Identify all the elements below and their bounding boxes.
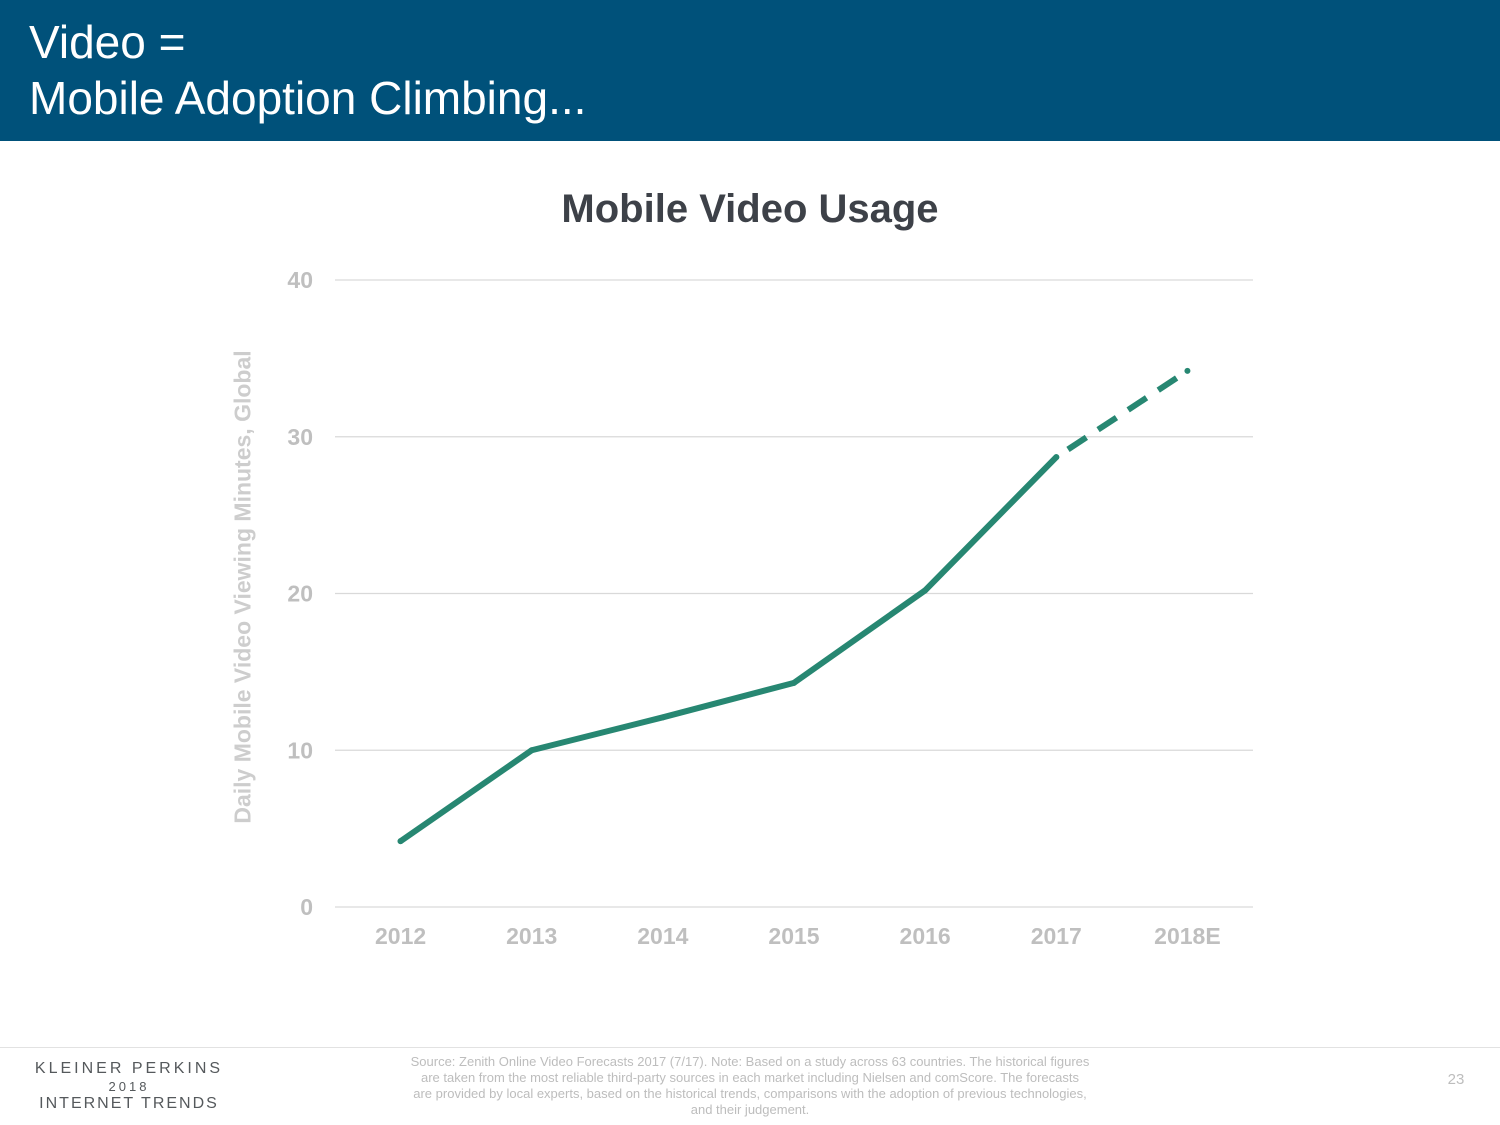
- logo-line-3: INTERNET TRENDS: [39, 1095, 219, 1112]
- x-tick-label: 2018E: [1154, 923, 1221, 949]
- data-point-2016: [922, 587, 929, 594]
- logo-line-1: KLEINER PERKINS: [34, 1060, 224, 1077]
- slide-title-line-2: Mobile Adoption Climbing...: [29, 72, 587, 124]
- y-tick-label: 20: [287, 581, 313, 607]
- data-point-2012: [397, 838, 404, 845]
- logo-line-2: 2018: [108, 1079, 150, 1094]
- data-point-2013: [528, 747, 535, 754]
- x-tick-label: 2017: [1031, 923, 1082, 949]
- source-note: Source: Zenith Online Video Forecasts 20…: [410, 1054, 1090, 1117]
- series-line-actual: [397, 454, 1060, 845]
- page-number: 23: [1447, 1071, 1465, 1088]
- x-tick-label: 2016: [900, 923, 951, 949]
- y-tick-label: 10: [287, 737, 313, 763]
- x-tick-label: 2014: [637, 923, 688, 949]
- x-tick-label: 2015: [768, 923, 819, 949]
- y-tick-label: 40: [287, 267, 313, 293]
- chart-title: Mobile Video Usage: [561, 187, 939, 231]
- y-axis-title: Daily Mobile Video Viewing Minutes, Glob…: [229, 350, 256, 824]
- kleiner-perkins-logo: KLEINER PERKINS 2018 INTERNET TRENDS: [18, 1060, 240, 1113]
- data-point-2017: [1053, 454, 1060, 461]
- slide-title-line-1: Video =: [29, 16, 186, 68]
- data-point-2015: [791, 679, 797, 686]
- footer-divider: [0, 1047, 1500, 1048]
- data-point-2014: [659, 714, 666, 721]
- slide-header: Video = Mobile Adoption Climbing...: [0, 0, 1500, 141]
- x-tick-label: 2013: [506, 923, 557, 949]
- line-chart: 0 10 20 30 40 2012 2013 2014 2015 2016 2017 2018E: [287, 267, 1253, 949]
- y-tick-label: 30: [287, 424, 313, 450]
- data-point-2018E: [1184, 367, 1191, 374]
- y-tick-label: 0: [300, 894, 313, 920]
- x-tick-label: 2012: [375, 923, 426, 949]
- series-line-forecast: [1054, 368, 1190, 460]
